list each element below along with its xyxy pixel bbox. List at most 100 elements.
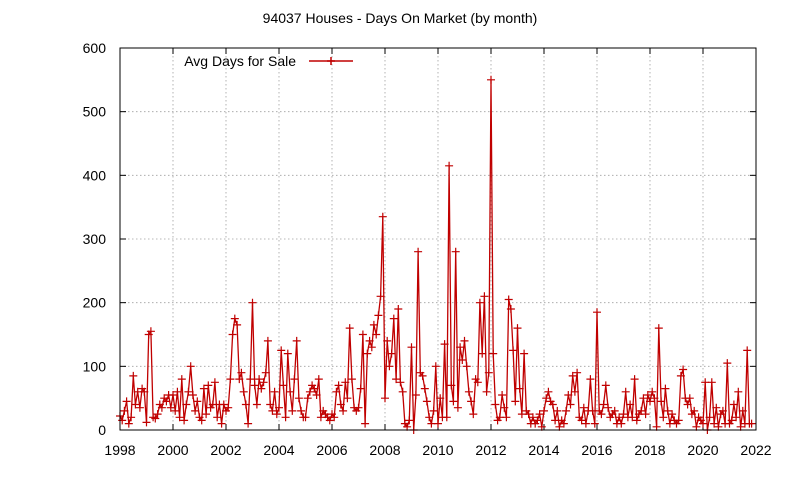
data-point — [283, 349, 292, 358]
data-point — [652, 422, 661, 431]
data-point — [235, 375, 244, 384]
data-point — [513, 324, 522, 333]
data-point — [140, 387, 149, 396]
data-point — [601, 381, 610, 390]
data-point — [637, 406, 646, 415]
data-point — [369, 320, 378, 329]
data-point — [425, 413, 434, 422]
data-point — [442, 413, 451, 422]
data-point — [504, 295, 513, 304]
data-point — [248, 298, 257, 307]
data-point — [294, 394, 303, 403]
data-point — [659, 413, 668, 422]
data-point — [263, 336, 272, 345]
data-point — [257, 384, 266, 393]
data-point — [358, 330, 367, 339]
data-point — [182, 400, 191, 409]
data-point — [343, 394, 352, 403]
data-point — [738, 406, 747, 415]
data-point — [535, 410, 544, 419]
data-point — [266, 400, 275, 409]
data-point — [180, 416, 189, 425]
data-point — [654, 324, 663, 333]
data-point — [292, 336, 301, 345]
data-point — [226, 375, 235, 384]
data-point — [544, 387, 553, 396]
data-point — [447, 381, 456, 390]
data-point — [445, 161, 454, 170]
data-point — [484, 368, 493, 377]
data-point — [367, 343, 376, 352]
data-point — [270, 387, 279, 396]
data-point — [124, 419, 133, 428]
data-point — [462, 362, 471, 371]
data-point — [341, 378, 350, 387]
data-point — [356, 384, 365, 393]
data-point — [676, 371, 685, 380]
x-tick-label: 2008 — [369, 442, 400, 458]
data-point — [394, 305, 403, 313]
data-point — [747, 419, 756, 428]
data-point — [524, 410, 533, 419]
data-point — [553, 406, 562, 415]
data-point — [414, 247, 423, 256]
data-point — [250, 381, 259, 390]
data-point — [714, 422, 723, 431]
data-point — [615, 413, 624, 422]
y-tick-label: 400 — [83, 167, 107, 183]
data-point — [491, 400, 500, 409]
y-tick-label: 0 — [98, 422, 106, 438]
data-point — [619, 410, 628, 419]
data-point — [378, 212, 387, 221]
data-point — [509, 346, 518, 355]
data-point — [540, 406, 548, 415]
data-point — [191, 406, 200, 415]
data-point — [712, 403, 721, 412]
data-point — [537, 422, 546, 431]
data-point — [347, 375, 356, 384]
data-point — [562, 406, 571, 415]
data-point — [683, 400, 692, 409]
data-point — [449, 397, 458, 406]
data-point — [261, 368, 270, 377]
data-point — [135, 403, 144, 412]
data-point — [528, 413, 537, 422]
x-tick-label: 2004 — [263, 442, 294, 458]
data-point — [405, 416, 414, 425]
data-point — [252, 400, 261, 409]
data-point — [336, 400, 345, 409]
data-point — [559, 419, 568, 428]
data-point — [467, 397, 476, 406]
data-point — [431, 362, 440, 371]
data-point — [489, 349, 498, 358]
data-point — [639, 394, 648, 403]
data-point — [710, 419, 719, 428]
data-point — [487, 75, 495, 84]
data-point — [597, 410, 606, 419]
data-point — [361, 419, 370, 428]
data-point — [396, 378, 405, 387]
data-point — [407, 343, 416, 352]
data-point — [473, 378, 482, 387]
data-point — [418, 371, 427, 380]
data-point — [743, 346, 752, 355]
data-point — [171, 406, 180, 415]
data-point — [177, 375, 186, 384]
data-point — [692, 422, 701, 431]
data-point — [641, 410, 650, 419]
data-point — [643, 391, 652, 399]
data-point — [498, 391, 507, 399]
data-point — [732, 413, 741, 422]
data-point — [233, 320, 242, 329]
data-point — [131, 400, 140, 409]
data-point — [224, 403, 233, 412]
data-point — [464, 387, 473, 396]
data-point — [398, 387, 407, 396]
data-point — [475, 298, 484, 307]
data-point — [707, 378, 716, 387]
data-point — [411, 391, 420, 399]
x-tick-label: 2022 — [740, 442, 771, 458]
data-point — [548, 400, 557, 409]
data-point — [573, 368, 582, 377]
data-point — [241, 400, 250, 409]
